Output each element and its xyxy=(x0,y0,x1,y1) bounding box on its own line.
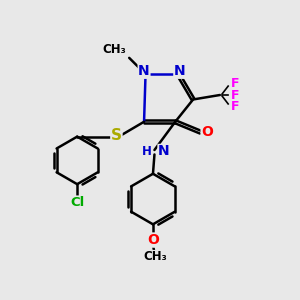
Text: N: N xyxy=(174,64,185,78)
Text: F: F xyxy=(231,100,240,113)
Text: F: F xyxy=(231,77,240,90)
Text: O: O xyxy=(201,125,213,139)
Text: N: N xyxy=(158,145,170,158)
Text: F: F xyxy=(231,88,240,101)
Text: CH₃: CH₃ xyxy=(103,44,126,56)
Text: O: O xyxy=(147,233,159,247)
Text: H: H xyxy=(142,145,152,158)
Text: Cl: Cl xyxy=(70,196,84,209)
Text: CH₃: CH₃ xyxy=(143,250,167,263)
Text: N: N xyxy=(138,64,150,78)
Text: S: S xyxy=(111,128,122,142)
